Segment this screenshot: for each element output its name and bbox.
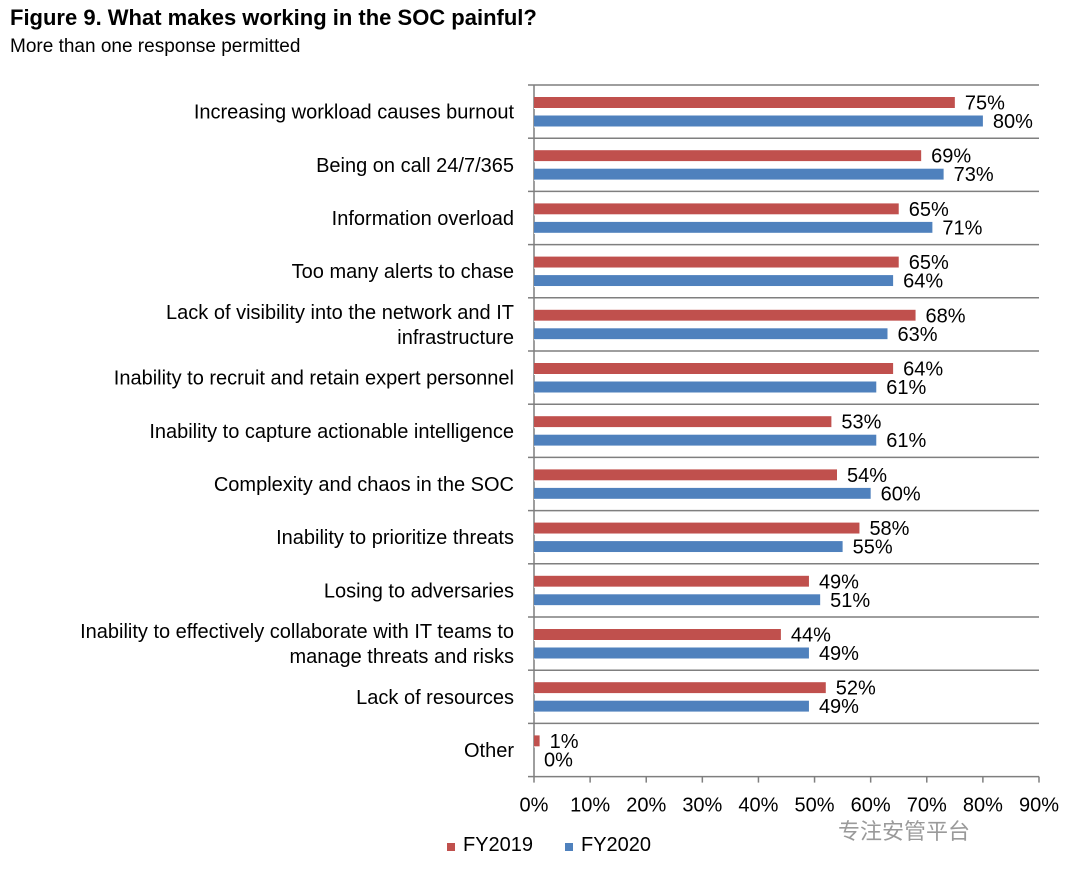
bar-fy2019 [534,256,899,268]
bar-fy2019 [534,629,781,640]
category-label: Inability to prioritize threats [276,527,514,549]
data-label-fy2020: 80% [993,111,1033,133]
data-label-fy2019: 53% [841,412,881,434]
bar-fy2020 [534,541,843,553]
x-tick-label: 10% [570,795,610,817]
data-label-fy2019: 58% [869,518,909,540]
bar-fy2020 [534,328,888,340]
bar-fy2020 [534,115,983,127]
data-label-fy2019: 69% [931,146,971,168]
data-label-fy2019: 68% [926,305,966,327]
data-label-fy2020: 49% [819,696,859,718]
data-label-fy2020: 61% [886,430,926,452]
bar-fy2019 [534,575,809,587]
bar-fy2019 [534,416,832,428]
bar-fy2020 [534,168,944,180]
category-label: manage threats and risks [289,646,514,668]
data-label-fy2019: 75% [965,93,1005,115]
data-label-fy2020: 73% [954,164,994,186]
bar-fy2019 [534,203,899,215]
data-label-fy2019: 65% [909,199,949,221]
data-label-fy2020: 61% [886,377,926,399]
data-label-fy2019: 52% [836,678,876,700]
bar-fy2019 [534,469,837,481]
data-label-fy2020: 71% [942,217,982,239]
bar-fy2020 [534,221,933,233]
x-tick-label: 50% [795,795,835,817]
bar-fy2020 [534,647,809,659]
x-tick-label: 90% [1019,795,1059,817]
data-label-fy2020: 55% [853,537,893,559]
bar-fy2020 [534,381,877,393]
data-label-fy2020: 49% [819,643,859,665]
bar-fy2020 [534,275,894,287]
data-label-fy2019: 65% [909,252,949,274]
x-tick-label: 70% [907,795,947,817]
legend-label-fy2020: FY2020 [581,834,651,856]
category-label: Information overload [332,208,514,230]
category-label: Inability to recruit and retain expert p… [114,368,514,390]
data-label-fy2020: 0% [544,749,573,771]
chart-title: Figure 9. What makes working in the SOC … [10,5,537,30]
category-label: Losing to adversaries [324,580,514,602]
data-label-fy2019: 44% [791,625,831,647]
x-tick-label: 40% [738,795,778,817]
data-label-fy2020: 64% [903,271,943,293]
category-label: Being on call 24/7/365 [316,155,514,177]
data-label-fy2019: 54% [847,465,887,487]
bar-fy2019 [534,363,894,374]
legend-label-fy2019: FY2019 [463,834,533,856]
data-label-fy2019: 1% [550,731,579,753]
chart-subtitle: More than one response permitted [10,36,301,57]
legend-swatch-fy2020 [565,843,573,851]
category-label: Lack of resources [356,687,514,709]
data-label-fy2019: 49% [819,571,859,593]
bar-fy2019 [534,735,540,747]
bar-fy2019 [534,522,860,534]
x-tick-label: 30% [682,795,722,817]
data-label-fy2020: 51% [830,590,870,612]
data-label-fy2020: 63% [898,324,938,346]
bar-fy2020 [534,594,821,606]
bar-fy2020 [534,487,871,499]
x-tick-label: 0% [520,795,549,817]
bar-fy2019 [534,309,916,321]
bar-fy2020 [534,434,877,446]
data-label-fy2019: 64% [903,359,943,381]
category-label: Lack of visibility into the network and … [166,302,514,324]
x-tick-label: 80% [963,795,1003,817]
watermark-text: 专注安管平台 [838,819,971,844]
bar-fy2019 [534,150,922,162]
bar-fy2020 [534,700,809,712]
category-label: Too many alerts to chase [292,261,514,283]
bar-fy2019 [534,97,955,108]
x-tick-label: 20% [626,795,666,817]
category-label: Other [464,740,514,762]
category-label: Inability to effectively collaborate wit… [80,621,514,643]
category-label: Complexity and chaos in the SOC [214,474,514,496]
x-tick-label: 60% [851,795,891,817]
bar-fy2019 [534,682,826,694]
category-label: Increasing workload causes burnout [194,102,515,124]
data-label-fy2020: 60% [881,483,921,505]
category-label: infrastructure [397,327,514,349]
legend-swatch-fy2019 [447,843,455,851]
category-label: Inability to capture actionable intellig… [149,421,514,443]
